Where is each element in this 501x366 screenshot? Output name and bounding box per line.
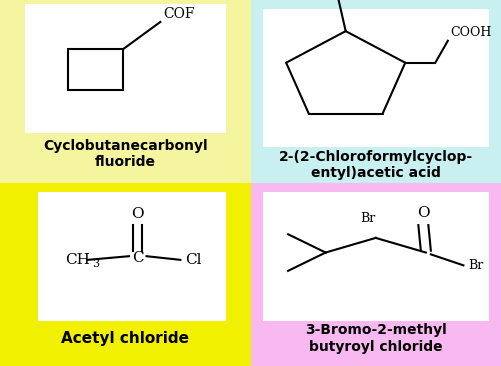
Text: O: O bbox=[131, 208, 144, 221]
Text: COOH: COOH bbox=[450, 26, 491, 39]
Text: O: O bbox=[417, 206, 430, 220]
Text: Acetyl chloride: Acetyl chloride bbox=[61, 331, 189, 346]
Text: 3: 3 bbox=[92, 259, 99, 269]
Text: Cl: Cl bbox=[185, 253, 202, 267]
Text: 3-Bromo-2-methyl
butyroyl chloride: 3-Bromo-2-methyl butyroyl chloride bbox=[305, 324, 446, 354]
Bar bbox=[38, 192, 225, 320]
Text: 2-(2-Chloroformylcyclop-
entyl)acetic acid: 2-(2-Chloroformylcyclop- entyl)acetic ac… bbox=[279, 150, 473, 180]
Text: CH: CH bbox=[65, 253, 90, 267]
Bar bbox=[25, 4, 225, 132]
Bar bbox=[263, 9, 488, 146]
Text: C: C bbox=[132, 251, 144, 265]
Text: Br: Br bbox=[361, 212, 376, 225]
Text: COF: COF bbox=[163, 7, 194, 21]
Text: Br: Br bbox=[468, 259, 483, 272]
Bar bbox=[263, 192, 488, 320]
Text: Cyclobutanecarbonyl
fluoride: Cyclobutanecarbonyl fluoride bbox=[43, 139, 207, 169]
